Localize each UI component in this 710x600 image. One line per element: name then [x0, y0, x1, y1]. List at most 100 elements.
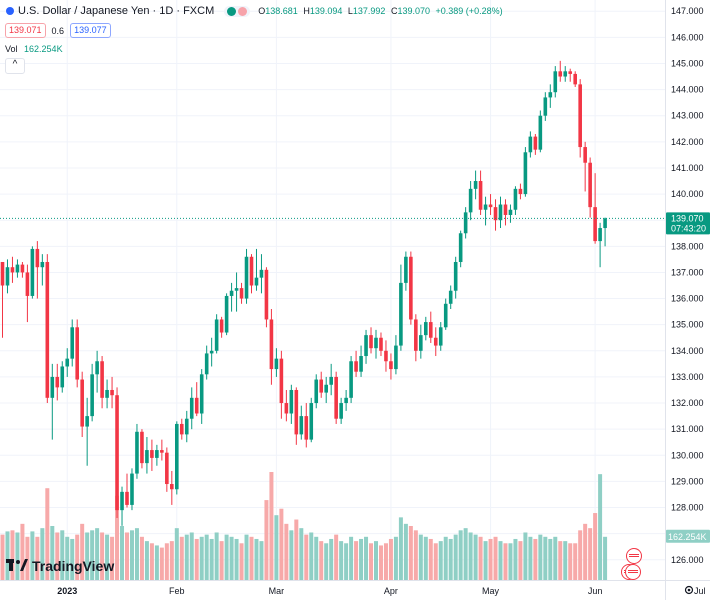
- tradingview-logo[interactable]: TradingView: [6, 558, 114, 574]
- price-tick-label: 132.000: [671, 398, 704, 408]
- candle-body: [284, 403, 289, 414]
- candle-body: [0, 261, 5, 286]
- volume-bar: [239, 543, 244, 580]
- volume-bar: [50, 526, 55, 580]
- price-tick-label: 141.000: [671, 163, 704, 173]
- price-tick-label: 142.000: [671, 137, 704, 147]
- time-tick-label: Jul: [694, 586, 706, 596]
- volume-bar: [488, 538, 493, 580]
- candle-body: [45, 261, 50, 398]
- volume-bar: [428, 538, 433, 580]
- candle-body: [478, 181, 483, 210]
- last-price-badge: [666, 212, 710, 235]
- volume-bar: [433, 543, 438, 580]
- volume-bar: [378, 545, 383, 580]
- candle-body: [409, 256, 413, 320]
- volume-bar: [249, 536, 254, 580]
- us-flag-event-icon[interactable]: [625, 564, 641, 580]
- volume-bar: [598, 474, 603, 580]
- volume-bar: [164, 543, 169, 580]
- volume-legend[interactable]: Vol 162.254K: [5, 44, 63, 54]
- volume-bar: [443, 536, 448, 580]
- volume-bar: [139, 536, 144, 580]
- candle-body: [468, 188, 473, 213]
- volume-bar: [55, 532, 60, 580]
- candle-body: [160, 450, 164, 453]
- candle-body: [30, 248, 35, 296]
- price-tick-label: 126.000: [671, 555, 704, 565]
- volume-bar: [229, 536, 234, 580]
- candle-body: [274, 358, 279, 370]
- candle-body: [289, 389, 294, 414]
- volume-bar: [593, 513, 598, 580]
- volume-bar: [568, 543, 573, 580]
- candle-body: [603, 218, 607, 229]
- volume-bar: [70, 538, 75, 580]
- candle-body: [379, 337, 383, 351]
- symbol-row[interactable]: U.S. Dollar / Japanese Yen · 1D · FXCM O…: [6, 4, 506, 18]
- us-flag-event-icon[interactable]: [626, 548, 642, 564]
- volume-bar: [473, 534, 478, 580]
- volume-bar: [90, 530, 95, 580]
- time-tick-label: 2023: [57, 586, 77, 596]
- volume-bar: [354, 541, 359, 580]
- volume-bar: [538, 534, 543, 580]
- tradingview-logo-icon: [6, 559, 28, 571]
- candle-body: [155, 450, 159, 458]
- candle-body: [189, 397, 194, 419]
- volume-bar: [364, 536, 369, 580]
- candle-body: [433, 337, 438, 346]
- volume-bar: [369, 543, 374, 580]
- candle-body: [214, 319, 219, 351]
- volume-bar: [110, 536, 115, 580]
- candle-body: [414, 319, 418, 351]
- candle-body: [533, 136, 538, 150]
- candle-body: [309, 403, 314, 440]
- volume-bar: [483, 541, 488, 580]
- candle-body: [518, 188, 523, 195]
- volume-bar: [339, 541, 344, 580]
- candle-body: [254, 277, 259, 286]
- volume-bar: [398, 517, 403, 580]
- buy-price-button[interactable]: 139.077: [70, 23, 111, 38]
- candle-body: [548, 92, 553, 98]
- settings-gear-icon[interactable]: [684, 585, 694, 595]
- symbol-title[interactable]: U.S. Dollar / Japanese Yen · 1D · FXCM: [18, 5, 215, 17]
- volume-label: Vol: [5, 44, 18, 54]
- volume-bar: [458, 530, 463, 580]
- candle-body: [55, 376, 60, 388]
- chart-grid: [0, 0, 701, 580]
- volume-bar: [179, 536, 184, 580]
- volume-bar: [169, 541, 174, 580]
- candle-body: [85, 416, 89, 427]
- trade-buttons-row: 139.071 0.6 139.077: [5, 23, 111, 38]
- candle-body: [428, 322, 433, 338]
- spread-value: 0.6: [51, 25, 65, 36]
- price-tick-label: 140.000: [671, 189, 704, 199]
- volume-bar: [329, 538, 334, 580]
- volume-bar: [518, 541, 523, 580]
- data-delay-icon: [238, 6, 248, 16]
- collapse-legend-button[interactable]: ^: [5, 58, 25, 74]
- candle-body: [75, 327, 79, 380]
- volume-bar: [533, 538, 538, 580]
- candle-body: [35, 248, 40, 268]
- candle-body: [209, 350, 214, 354]
- market-status-pill[interactable]: [224, 5, 251, 17]
- candle-body: [568, 71, 573, 74]
- volume-bar: [244, 534, 249, 580]
- candle-body: [399, 282, 403, 346]
- candle-body: [100, 361, 104, 398]
- volume-bar: [478, 536, 483, 580]
- candle-body: [394, 345, 398, 370]
- volume-bar: [20, 523, 25, 580]
- volume-bar: [60, 530, 65, 580]
- volume-bar: [75, 534, 80, 580]
- volume-bar: [149, 543, 154, 580]
- candle-body: [528, 136, 533, 153]
- volume-bar: [0, 534, 5, 580]
- volume-bar: [274, 515, 279, 580]
- sell-price-button[interactable]: 139.071: [5, 23, 46, 38]
- volume-bar: [120, 526, 125, 580]
